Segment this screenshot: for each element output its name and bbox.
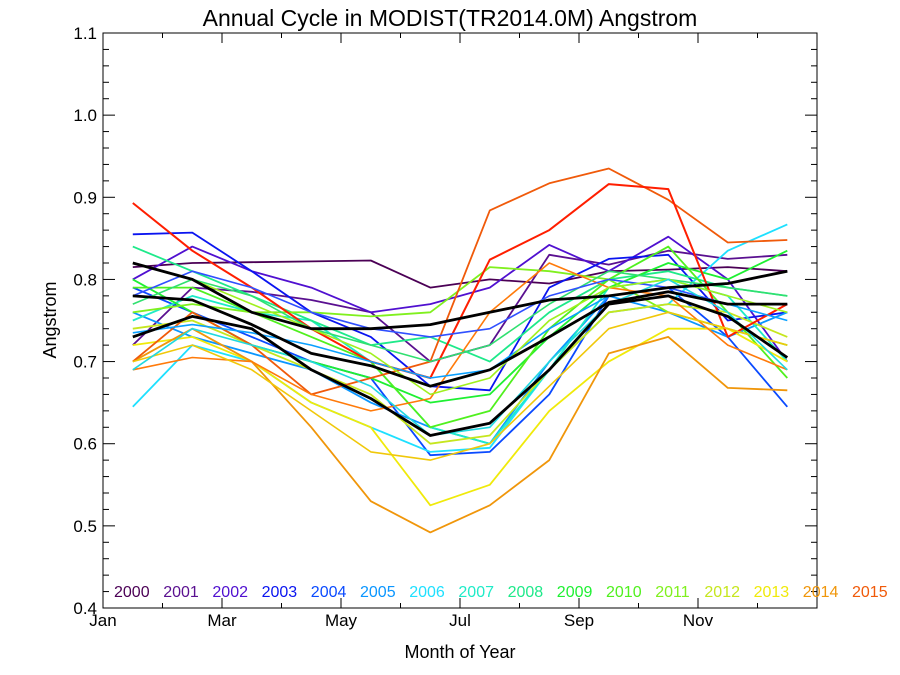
y-tick-label: 0.5 [73,517,97,536]
series-line-2014 [132,327,788,534]
y-axis-ticks: 0.4 0.5 0.6 0.7 0.8 0.9 1.0 1.1 [73,24,817,618]
series-line-2013 [132,327,788,507]
legend-entry-2007: 2007 [458,584,494,601]
mean-line-8 [132,261,788,331]
y-tick-label: 0.8 [73,270,97,289]
extra-line-4 [132,270,788,338]
extra-line-1 [132,262,788,412]
legend-entry-2006: 2006 [409,584,445,601]
series-line-2002 [132,235,789,363]
x-tick-label: Sep [564,611,594,630]
x-tick-label: Mar [207,611,237,630]
legend-entry-2013: 2013 [754,584,790,601]
extra-line-5 [132,262,788,396]
mean-line-10 [132,294,789,437]
y-tick-label: 1.0 [73,106,97,125]
extra-line-7 [132,278,788,437]
x-axis-ticks: Jan Mar May Jul Sep Nov [89,33,818,630]
x-tick-label: May [325,611,358,630]
y-tick-label: 1.1 [73,24,97,43]
legend-entry-2002: 2002 [212,584,248,601]
legend-entry-2010: 2010 [606,584,642,601]
mean-line-9 [132,290,788,388]
y-tick-label: 0.7 [73,353,97,372]
x-tick-label: Jan [89,611,116,630]
series-line-2003 [132,231,788,392]
legend-entry-2001: 2001 [163,584,199,601]
series-line-2000 [132,259,788,289]
legend-entry-2015: 2015 [852,584,888,601]
legend-entry-2004: 2004 [311,584,347,601]
y-tick-label: 0.4 [73,599,97,618]
legend-entry-2008: 2008 [508,584,544,601]
legend: 2000 2001 2002 2003 2004 2005 2006 2007 2008 2009… [114,584,888,601]
series-line-2009 [132,249,788,404]
legend-entry-2000: 2000 [114,584,150,601]
legend-entry-2011: 2011 [655,584,690,601]
extra-line-6 [132,311,788,461]
legend-entry-2003: 2003 [262,584,298,601]
legend-entry-2009: 2009 [557,584,593,601]
legend-entry-2012: 2012 [704,584,740,601]
extra-line-3 [132,270,788,363]
x-tick-label: Nov [683,611,714,630]
series-line-2008 [132,245,788,363]
y-tick-label: 0.9 [73,188,97,207]
legend-entry-2014: 2014 [803,584,839,601]
legend-entry-2005: 2005 [360,584,396,601]
series-line-2012 [132,303,788,445]
plot-lines [132,167,789,534]
x-tick-label: Jul [449,611,471,630]
y-axis-label: Angstrom [40,281,60,358]
y-tick-label: 0.6 [73,435,97,454]
series-line-2015 [132,167,788,396]
x-axis-label: Month of Year [404,642,515,662]
chart-title: Annual Cycle in MODIST(TR2014.0M) Angstr… [203,5,698,31]
